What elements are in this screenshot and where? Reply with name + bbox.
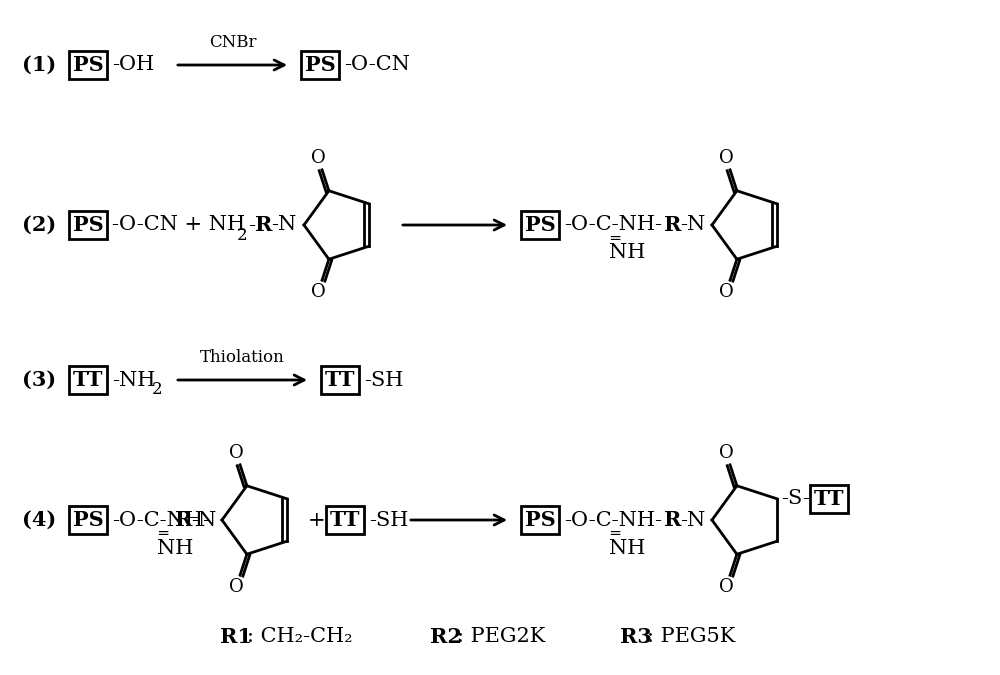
Text: ═: ═	[158, 527, 167, 541]
Text: O: O	[719, 578, 734, 595]
Text: O: O	[229, 444, 244, 462]
Text: (3): (3)	[22, 370, 56, 390]
Text: TT: TT	[325, 370, 355, 390]
Text: -SH: -SH	[364, 371, 403, 389]
Text: : CH₂-CH₂: : CH₂-CH₂	[247, 628, 353, 647]
Text: R3: R3	[620, 627, 652, 647]
Text: O: O	[719, 444, 734, 462]
Text: +: +	[308, 510, 326, 529]
Text: -N: -N	[680, 510, 705, 529]
Text: -O-C-NH-: -O-C-NH-	[112, 510, 210, 529]
Text: PS: PS	[305, 55, 335, 75]
Text: (1): (1)	[22, 55, 56, 75]
Text: R: R	[175, 510, 192, 530]
Text: TT: TT	[330, 510, 360, 530]
Text: : PEG5K: : PEG5K	[647, 628, 735, 647]
Text: PS: PS	[73, 215, 103, 235]
Text: R: R	[664, 510, 681, 530]
Text: -SH: -SH	[369, 510, 408, 529]
Text: : PEG2K: : PEG2K	[457, 628, 545, 647]
Text: ═: ═	[610, 232, 619, 246]
Text: 2: 2	[152, 381, 163, 398]
Text: O: O	[311, 149, 326, 167]
Text: R: R	[664, 215, 681, 235]
Text: -O-CN: -O-CN	[344, 55, 410, 74]
Text: TT: TT	[73, 370, 103, 390]
Text: -N: -N	[680, 215, 705, 234]
Text: O: O	[229, 578, 244, 595]
Text: 2: 2	[237, 227, 248, 244]
Text: R1: R1	[220, 627, 252, 647]
Text: O: O	[719, 149, 734, 167]
Text: PS: PS	[525, 510, 555, 530]
Text: -N: -N	[271, 215, 296, 234]
Text: -O-CN + NH: -O-CN + NH	[112, 215, 245, 234]
Text: -O-C-NH-: -O-C-NH-	[564, 215, 662, 234]
Text: TT: TT	[814, 489, 844, 509]
Text: PS: PS	[73, 55, 103, 75]
Text: PS: PS	[73, 510, 103, 530]
Text: -: -	[248, 215, 255, 234]
Text: NH: NH	[157, 539, 193, 558]
Text: CNBr: CNBr	[209, 34, 256, 51]
Text: PS: PS	[525, 215, 555, 235]
Text: NH: NH	[609, 539, 645, 558]
Text: (4): (4)	[22, 510, 56, 530]
Text: -N: -N	[191, 510, 216, 529]
Text: (2): (2)	[22, 215, 56, 235]
Text: -S-: -S-	[781, 489, 810, 508]
Text: -OH: -OH	[112, 55, 154, 74]
Text: -NH: -NH	[112, 371, 155, 389]
Text: O: O	[311, 283, 326, 300]
Text: -O-C-NH-: -O-C-NH-	[564, 510, 662, 529]
Text: O: O	[719, 283, 734, 300]
Text: R: R	[255, 215, 272, 235]
Text: ═: ═	[610, 527, 619, 541]
Text: Thiolation: Thiolation	[200, 349, 285, 366]
Text: NH: NH	[609, 244, 645, 263]
Text: R2: R2	[430, 627, 462, 647]
